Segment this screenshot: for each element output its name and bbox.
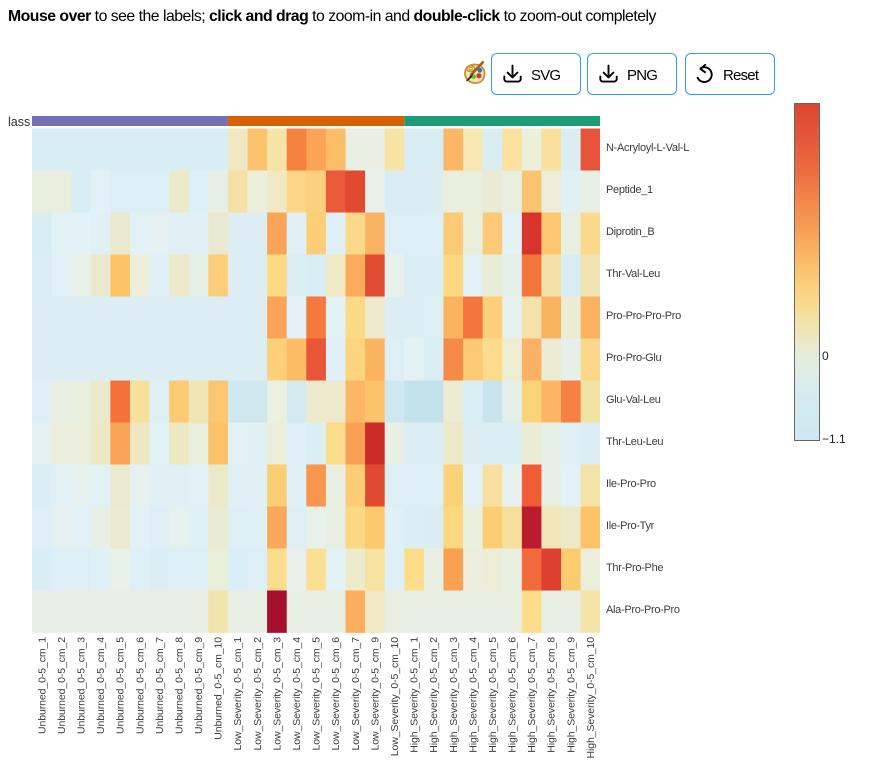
svg-text:Unburned_0-5_cm_6: Unburned_0-5_cm_6 [134,637,146,734]
svg-text:High_Severity_0-5_cm_3: High_Severity_0-5_cm_3 [448,637,460,753]
svg-text:High_Severity_0-5_cm_5: High_Severity_0-5_cm_5 [487,637,499,753]
svg-text:Low_Severity_0-5_cm_5: Low_Severity_0-5_cm_5 [311,637,323,751]
svg-text:Low_Severity_0-5_cm_10: Low_Severity_0-5_cm_10 [389,637,401,756]
svg-text:Unburned_0-5_cm_7: Unburned_0-5_cm_7 [154,637,166,734]
svg-text:Unburned_0-5_cm_2: Unburned_0-5_cm_2 [56,637,68,734]
svg-text:High_Severity_0-5_cm_6: High_Severity_0-5_cm_6 [507,637,519,753]
svg-text:Low_Severity_0-5_cm_2: Low_Severity_0-5_cm_2 [252,637,264,751]
svg-text:Unburned_0-5_cm_10: Unburned_0-5_cm_10 [213,637,225,740]
svg-text:Low_Severity_0-5_cm_3: Low_Severity_0-5_cm_3 [271,637,283,751]
svg-text:High_Severity_0-5_cm_8: High_Severity_0-5_cm_8 [546,637,558,753]
svg-text:Low_Severity_0-5_cm_1: Low_Severity_0-5_cm_1 [232,637,244,751]
svg-text:High_Severity_0-5_cm_10: High_Severity_0-5_cm_10 [585,637,597,759]
svg-text:Low_Severity_0-5_cm_7: Low_Severity_0-5_cm_7 [350,637,362,751]
svg-text:Unburned_0-5_cm_8: Unburned_0-5_cm_8 [173,637,185,734]
svg-text:Unburned_0-5_cm_4: Unburned_0-5_cm_4 [95,637,107,734]
svg-text:Low_Severity_0-5_cm_4: Low_Severity_0-5_cm_4 [291,637,303,751]
svg-text:High_Severity_0-5_cm_1: High_Severity_0-5_cm_1 [409,637,421,753]
svg-text:Unburned_0-5_cm_1: Unburned_0-5_cm_1 [36,637,48,734]
svg-text:High_Severity_0-5_cm_9: High_Severity_0-5_cm_9 [565,637,577,753]
svg-text:High_Severity_0-5_cm_2: High_Severity_0-5_cm_2 [428,637,440,753]
svg-text:Unburned_0-5_cm_5: Unburned_0-5_cm_5 [115,637,127,734]
svg-text:High_Severity_0-5_cm_7: High_Severity_0-5_cm_7 [526,637,538,753]
svg-text:Unburned_0-5_cm_3: Unburned_0-5_cm_3 [76,637,88,734]
svg-text:High_Severity_0-5_cm_4: High_Severity_0-5_cm_4 [467,637,479,753]
svg-text:Low_Severity_0-5_cm_6: Low_Severity_0-5_cm_6 [330,637,342,751]
svg-text:Unburned_0-5_cm_9: Unburned_0-5_cm_9 [193,637,205,734]
svg-text:Low_Severity_0-5_cm_9: Low_Severity_0-5_cm_9 [369,637,381,751]
